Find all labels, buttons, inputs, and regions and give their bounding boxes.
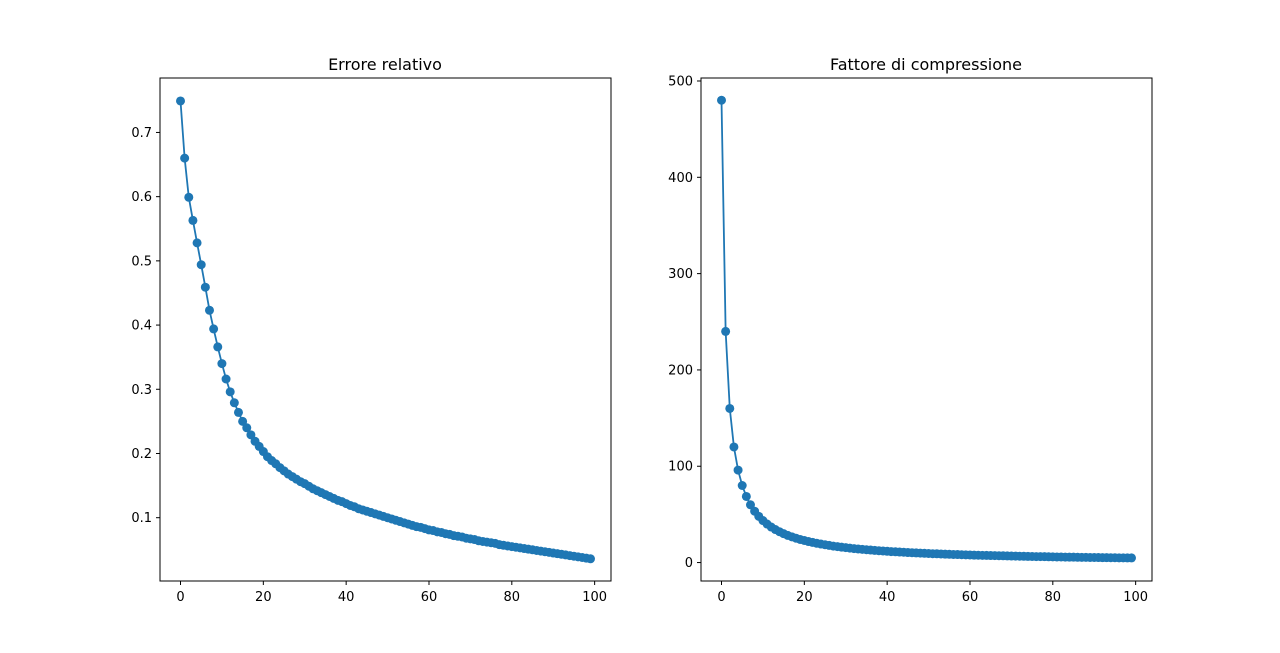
data-point <box>733 465 743 475</box>
y-tick-label: 200 <box>668 363 693 378</box>
x-tick-label: 20 <box>255 590 272 605</box>
x-tick-label: 60 <box>421 590 438 605</box>
y-tick-label: 400 <box>668 171 693 186</box>
y-tick-label: 0 <box>685 556 693 571</box>
plot-title: Errore relativo <box>328 55 442 74</box>
y-axis-ticks: 0 100 200 300 400 500 <box>668 74 701 571</box>
x-tick-label: 100 <box>582 590 607 605</box>
x-axis-ticks: 0 20 40 60 80 100 <box>176 581 607 605</box>
axes-frame <box>700 77 1153 582</box>
data-point <box>586 554 595 564</box>
data-point <box>721 326 731 336</box>
y-tick-label: 500 <box>668 74 693 89</box>
data-point <box>184 192 194 202</box>
y-tick-label: 100 <box>668 460 693 475</box>
y-tick-label: 0.3 <box>131 383 152 398</box>
data-point <box>242 423 252 433</box>
y-tick-label: 300 <box>668 267 693 282</box>
y-tick-label: 0.5 <box>131 254 152 269</box>
x-tick-label: 60 <box>962 590 979 605</box>
data-point <box>176 96 185 106</box>
y-tick-label: 0.4 <box>131 319 152 334</box>
y-tick-label: 0.2 <box>131 447 152 462</box>
series-errore-relativo <box>176 96 595 564</box>
x-axis-ticks: 0 20 40 60 80 100 <box>717 581 1148 605</box>
series-fattore-di-compressione <box>717 95 1136 563</box>
data-point <box>717 95 726 105</box>
plot-title: Fattore di compressione <box>830 55 1022 74</box>
x-tick-label: 100 <box>1123 590 1148 605</box>
axes-frame <box>159 77 612 582</box>
y-tick-label: 0.6 <box>131 190 152 205</box>
data-point <box>200 282 210 292</box>
data-point <box>180 153 190 163</box>
data-point <box>737 481 747 490</box>
data-point <box>238 416 248 426</box>
x-tick-label: 40 <box>879 590 896 605</box>
y-axis-ticks: 0.1 0.2 0.3 0.4 0.5 0.6 0.7 <box>131 126 160 526</box>
x-tick-label: 0 <box>176 590 184 605</box>
data-point <box>725 403 735 413</box>
data-point <box>209 324 219 334</box>
y-tick-label: 0.7 <box>131 126 152 141</box>
data-point <box>225 387 235 397</box>
data-point <box>1127 553 1136 563</box>
x-tick-label: 20 <box>796 590 813 605</box>
x-tick-label: 40 <box>338 590 355 605</box>
data-point <box>741 491 751 501</box>
data-point <box>745 500 755 510</box>
data-point <box>213 342 223 352</box>
x-tick-label: 0 <box>717 590 725 605</box>
data-point <box>221 374 231 384</box>
data-point <box>204 305 214 315</box>
data-point <box>192 238 202 248</box>
data-point <box>246 430 256 440</box>
plot-fattore-di-compressione: Fattore di compressione 0 20 40 60 80 100 0 10… <box>668 55 1153 605</box>
plot-errore-relativo: Errore relativo 0 20 40 60 80 100 0.10.20.30.… <box>131 55 612 605</box>
data-point <box>229 398 239 408</box>
y-tick-label: 0.1 <box>131 511 152 526</box>
data-point <box>196 260 206 270</box>
data-point <box>233 407 243 417</box>
x-tick-label: 80 <box>1045 590 1062 605</box>
x-tick-label: 80 <box>504 590 521 605</box>
data-point <box>217 359 227 369</box>
data-point <box>729 442 739 452</box>
data-point <box>188 215 198 225</box>
